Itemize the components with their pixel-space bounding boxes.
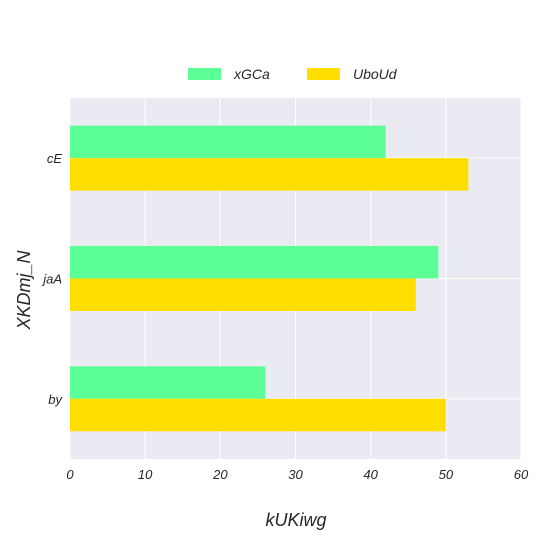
y-tick-label: jaA bbox=[41, 272, 62, 287]
y-tick-label: cE bbox=[47, 151, 63, 166]
x-tick-label: 10 bbox=[138, 467, 153, 482]
x-tick-label: 0 bbox=[66, 467, 74, 482]
y-tick-labels: by jaA cE bbox=[41, 151, 63, 407]
bars bbox=[70, 125, 469, 432]
x-tick-label: 30 bbox=[288, 467, 303, 482]
bar-xgca-ce bbox=[70, 125, 386, 159]
legend: xGCa UboUd bbox=[188, 66, 398, 82]
legend-label-uboud: UboUd bbox=[353, 66, 398, 82]
x-tick-labels: 0 10 20 30 40 50 60 bbox=[66, 467, 529, 482]
y-axis-title: XKDmj_N bbox=[14, 249, 34, 330]
bar-xgca-by bbox=[70, 366, 266, 399]
bar-xgca-jaa bbox=[70, 246, 439, 279]
legend-swatch-xgca bbox=[188, 68, 221, 80]
bar-uboud-jaa bbox=[70, 278, 416, 311]
legend-swatch-uboud bbox=[307, 68, 340, 80]
x-tick-label: 40 bbox=[363, 467, 378, 482]
x-tick-label: 20 bbox=[212, 467, 228, 482]
x-tick-label: 60 bbox=[514, 467, 529, 482]
x-tick-label: 50 bbox=[439, 467, 454, 482]
bar-uboud-ce bbox=[70, 158, 469, 191]
bar-uboud-by bbox=[70, 398, 446, 432]
y-tick-label: by bbox=[48, 392, 63, 407]
legend-label-xgca: xGCa bbox=[233, 66, 270, 82]
x-axis-title: kUKiwg bbox=[265, 510, 326, 530]
